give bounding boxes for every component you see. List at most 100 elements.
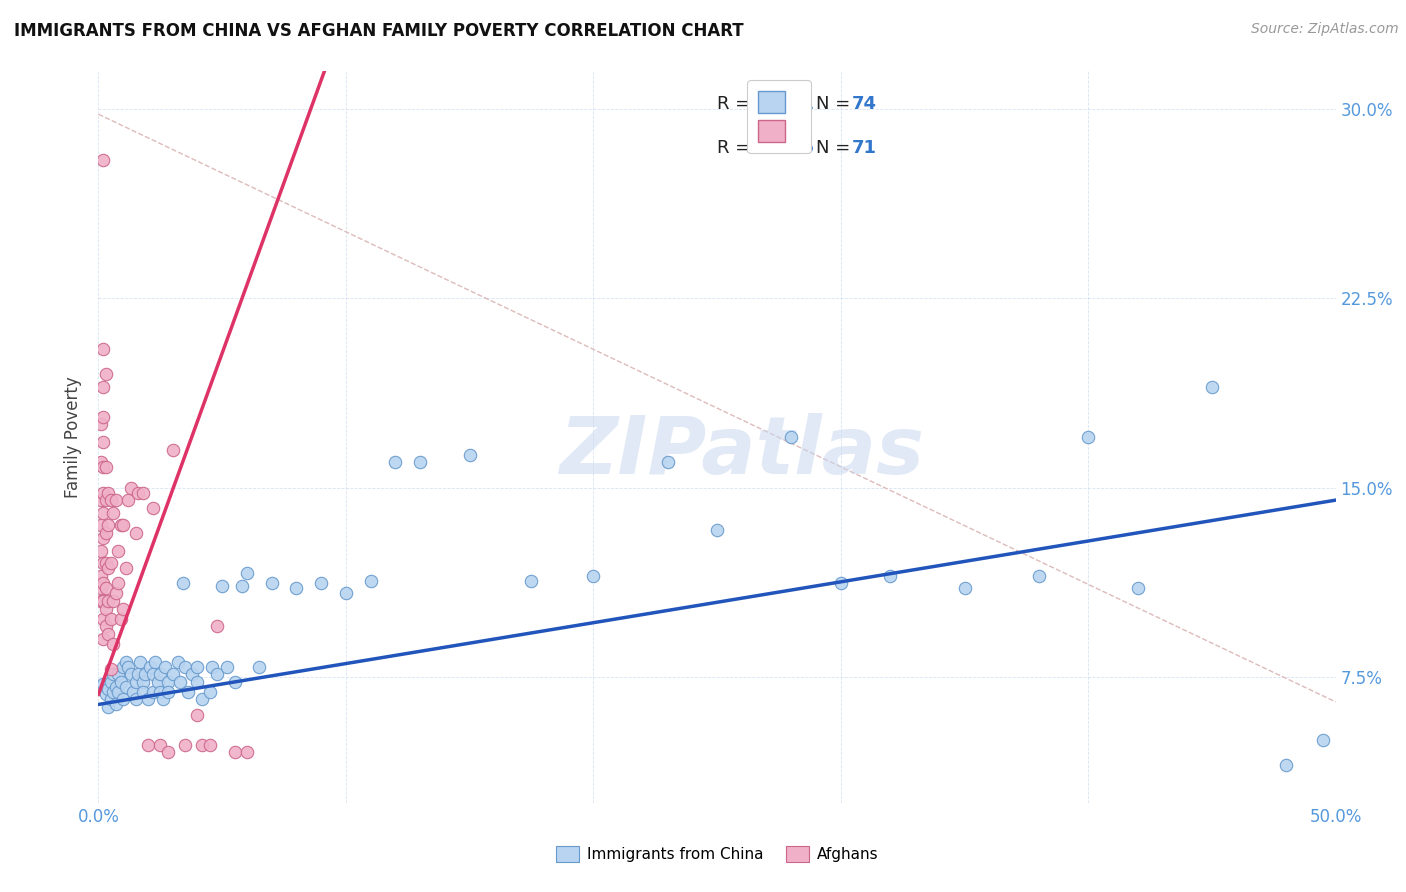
Point: [103, 667, 125, 681]
Point: [94, 619, 117, 633]
Point: [198, 738, 221, 752]
Point: [94, 460, 117, 475]
Point: [90, 594, 112, 608]
Point: [124, 692, 146, 706]
Text: R =: R =: [717, 139, 756, 157]
Point: [780, 430, 803, 444]
Point: [162, 442, 184, 457]
Point: [127, 667, 149, 681]
Point: [97, 594, 120, 608]
Point: [90, 518, 112, 533]
Point: [100, 556, 122, 570]
Text: IMMIGRANTS FROM CHINA VS AFGHAN FAMILY POVERTY CORRELATION CHART: IMMIGRANTS FROM CHINA VS AFGHAN FAMILY P…: [14, 22, 744, 40]
Point: [186, 707, 208, 722]
Point: [155, 659, 177, 673]
Point: [107, 543, 129, 558]
Point: [139, 659, 162, 673]
Point: [110, 674, 132, 689]
Text: N =: N =: [815, 139, 856, 157]
Point: [124, 674, 146, 689]
Point: [93, 506, 115, 520]
Text: R =: R =: [717, 95, 756, 113]
Point: [110, 612, 132, 626]
Point: [142, 667, 165, 681]
Point: [93, 485, 115, 500]
Point: [1028, 569, 1050, 583]
Point: [143, 655, 166, 669]
Point: [149, 685, 172, 699]
Point: [112, 518, 135, 533]
Point: [93, 612, 115, 626]
Point: [94, 687, 117, 701]
Point: [93, 677, 115, 691]
Point: [149, 738, 172, 752]
Point: [112, 601, 135, 615]
Point: [384, 455, 406, 469]
Point: [107, 576, 129, 591]
Point: [174, 659, 197, 673]
Point: [97, 518, 120, 533]
Point: [166, 655, 188, 669]
Point: [186, 659, 208, 673]
Point: [93, 460, 115, 475]
Point: [132, 674, 155, 689]
Point: [103, 506, 125, 520]
Point: [94, 582, 117, 596]
Point: [104, 698, 127, 712]
Point: [458, 448, 481, 462]
Point: [93, 556, 115, 570]
Point: [129, 655, 152, 669]
Point: [162, 667, 184, 681]
Point: [205, 619, 228, 633]
Point: [94, 556, 117, 570]
Point: [104, 680, 127, 694]
Point: [156, 685, 179, 699]
Point: [122, 685, 145, 699]
Point: [879, 569, 901, 583]
Point: [211, 579, 233, 593]
Point: [90, 569, 112, 583]
Point: [335, 586, 357, 600]
Point: [156, 745, 179, 759]
Point: [100, 493, 122, 508]
Point: [191, 692, 214, 706]
Point: [236, 566, 259, 581]
Point: [132, 485, 155, 500]
Point: [103, 637, 125, 651]
Point: [104, 493, 127, 508]
Point: [142, 500, 165, 515]
Point: [830, 576, 852, 591]
Point: [117, 659, 139, 673]
Point: [236, 745, 259, 759]
Point: [360, 574, 382, 588]
Point: [90, 543, 112, 558]
Point: [1275, 758, 1298, 772]
Point: [93, 409, 115, 424]
Point: [1201, 379, 1223, 393]
Text: 0.451: 0.451: [756, 95, 814, 113]
Point: [100, 674, 122, 689]
Point: [285, 582, 308, 596]
Point: [93, 632, 115, 646]
Point: [93, 342, 115, 356]
Point: [112, 659, 135, 673]
Point: [260, 576, 283, 591]
Point: [657, 455, 679, 469]
Point: [100, 612, 122, 626]
Point: [132, 685, 155, 699]
Point: [172, 576, 194, 591]
Point: [90, 417, 112, 432]
Point: [114, 680, 136, 694]
Point: [224, 745, 246, 759]
Point: [142, 685, 165, 699]
Point: [117, 493, 139, 508]
Point: [120, 481, 142, 495]
Point: [1312, 732, 1334, 747]
Point: [93, 531, 115, 545]
Point: [94, 601, 117, 615]
Point: [97, 682, 120, 697]
Point: [127, 485, 149, 500]
Point: [93, 153, 115, 167]
Point: [706, 524, 728, 538]
Text: ZIPatlas: ZIPatlas: [560, 413, 924, 491]
